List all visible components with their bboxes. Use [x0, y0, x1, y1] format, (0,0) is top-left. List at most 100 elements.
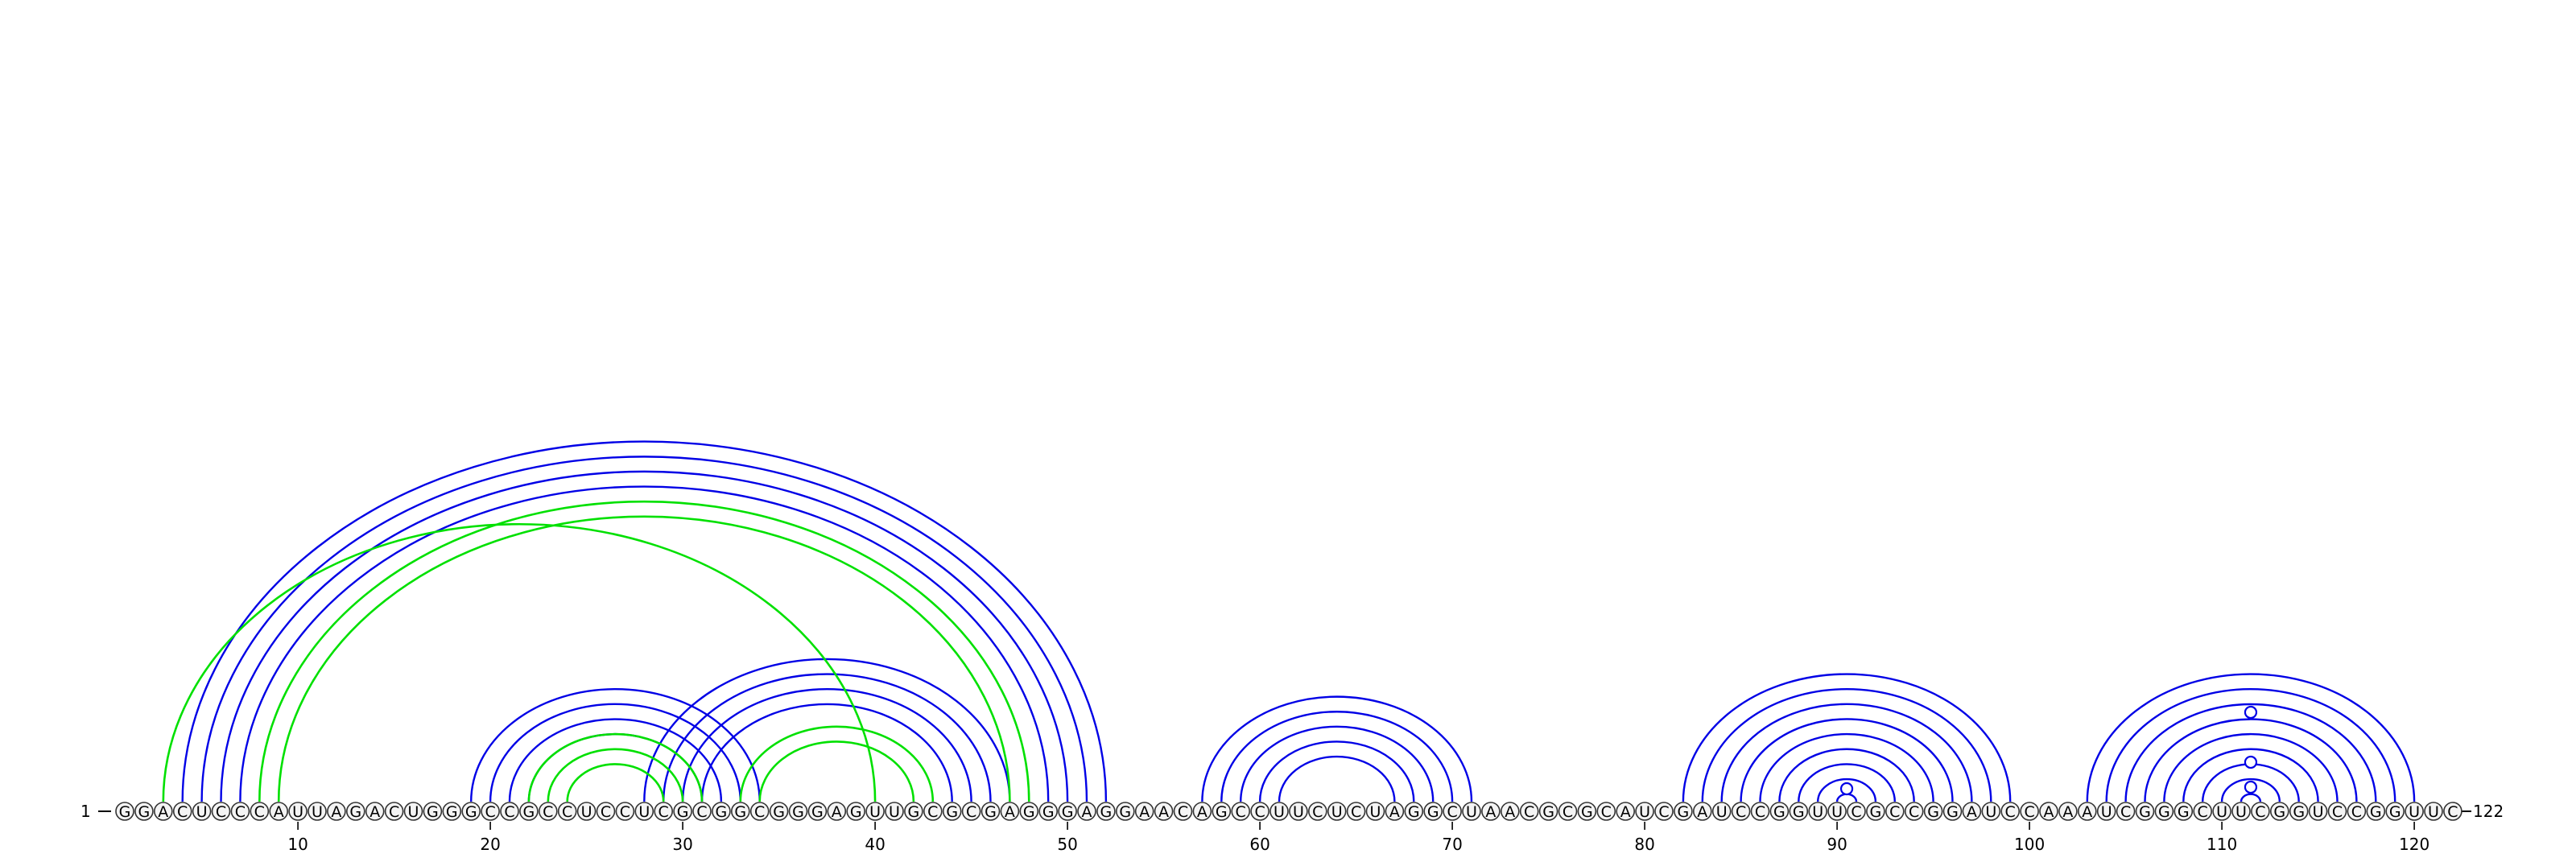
nucleotide-75: G: [1538, 802, 1558, 821]
nucleotide-letter: G: [1542, 803, 1554, 821]
nucleotide-45: C: [961, 802, 981, 821]
nucleotide-letter: A: [369, 803, 380, 821]
nucleotide-23: C: [538, 802, 558, 821]
nucleotide-81: C: [1654, 802, 1674, 821]
nucleotide-14: A: [365, 802, 385, 821]
nucleotide-57: A: [1192, 802, 1212, 821]
base-pair-arc-106-117: [2144, 718, 2358, 802]
nucleotide-circle: [2000, 802, 2020, 821]
tick-label: 60: [1249, 835, 1269, 854]
base-pair-arc-83-98: [1701, 688, 1992, 802]
nucleotide-letter: C: [927, 803, 938, 821]
nucleotide-circle: [172, 802, 192, 821]
nucleotide-letter: C: [485, 803, 495, 821]
nucleotide-circle: [885, 802, 904, 821]
nucleotide-circle: [1404, 802, 1424, 821]
nucleotide-circle: [904, 802, 923, 821]
nucleotide-letter: C: [696, 803, 707, 821]
nucleotide-letter: C: [601, 803, 611, 821]
nucleotide-letter: A: [1620, 803, 1631, 821]
nucleotide-letter: C: [1601, 803, 1612, 821]
base-pair-arc-111-112: [2240, 793, 2262, 802]
base-pair-arc-105-118: [2124, 703, 2377, 802]
base-pair-arc-5-51: [200, 456, 1088, 802]
nucleotide-26: C: [596, 802, 616, 821]
nucleotide-letter: C: [2351, 803, 2362, 821]
nucleotide-107: G: [2154, 802, 2174, 821]
nucleotide-letter: G: [138, 803, 151, 821]
alt-pair-arc-3-40: [162, 522, 877, 802]
tick-label: 100: [2014, 835, 2045, 854]
nucleotide-letter: A: [1197, 803, 1208, 821]
base-pair-arc-30-45: [681, 688, 972, 802]
nucleotide-letter: C: [2332, 803, 2343, 821]
nucleotide-120: U: [2405, 802, 2424, 821]
nucleotide-74: C: [1519, 802, 1539, 821]
nucleotide-circle: [769, 802, 789, 821]
nucleotide-letter: G: [716, 803, 728, 821]
nucleotide-letter: G: [2370, 803, 2382, 821]
nucleotide-circle: [1019, 802, 1039, 821]
nucleotide-circle: [1269, 802, 1289, 821]
alt-pair-arc-9-47: [277, 515, 1011, 802]
nucleotide-circle: [1750, 802, 1770, 821]
nucleotide-letter: A: [2062, 803, 2073, 821]
nucleotide-circle: [1231, 802, 1250, 821]
nucleotide-circle: [1308, 802, 1327, 821]
tick-label: 110: [2207, 835, 2237, 854]
nucleotide-51: A: [1077, 802, 1096, 821]
nucleotide-letter: A: [1485, 803, 1496, 821]
base-pair-arc-60-68: [1258, 740, 1415, 802]
nucleotide-circle: [1616, 802, 1635, 821]
nucleotide-letter: A: [1505, 803, 1515, 821]
nucleotide-circle: [1038, 802, 1058, 821]
base-pair-arc-88-93: [1798, 763, 1896, 802]
nucleotide-letter: G: [677, 803, 689, 821]
nucleotide-letter: C: [2120, 803, 2131, 821]
base-pair-arc-61-67: [1278, 755, 1396, 802]
tick-label: 90: [1827, 835, 1847, 854]
nucleotide-circle: [230, 802, 250, 821]
nucleotide-108: G: [2174, 802, 2194, 821]
nucleotide-88: G: [1789, 802, 1809, 821]
nucleotide-94: C: [1904, 802, 1924, 821]
nucleotide-letter: G: [1793, 803, 1805, 821]
nucleotide-circle: [1250, 802, 1269, 821]
nucleotide-circle: [1981, 802, 2001, 821]
nucleotide-70: C: [1443, 802, 1462, 821]
nucleotide-letter: C: [1889, 803, 1900, 821]
nucleotide-letter: C: [1851, 803, 1861, 821]
nucleotide-circle: [2251, 802, 2270, 821]
nucleotide-31: C: [692, 802, 712, 821]
base-pair-arc-87-94: [1778, 748, 1915, 802]
nucleotide-letter: C: [216, 803, 226, 821]
nucleotide-circle: [1192, 802, 1212, 821]
nucleotide-letter: U: [1331, 803, 1343, 821]
nucleotide-24: C: [557, 802, 577, 821]
arc-circle-marker: [2244, 755, 2258, 769]
nucleotide-110: U: [2212, 802, 2231, 821]
nucleotide-46: G: [980, 802, 1001, 821]
nucleotide-6: C: [211, 802, 231, 821]
nucleotide-circle: [250, 802, 270, 821]
nucleotide-circle: [288, 802, 308, 821]
nucleotide-33: G: [730, 802, 750, 821]
nucleotide-letter: C: [966, 803, 976, 821]
nucleotide-114: G: [2289, 802, 2309, 821]
nucleotide-68: G: [1404, 802, 1424, 821]
nucleotide-letter: U: [1466, 803, 1477, 821]
tick-label: 70: [1442, 835, 1462, 854]
nucleotide-letter: G: [1062, 803, 1074, 821]
nucleotide-letter: G: [1119, 803, 1131, 821]
nucleotide-letter: A: [2044, 803, 2054, 821]
nucleotide-circle: [2385, 802, 2405, 821]
nucleotide-106: G: [2135, 802, 2155, 821]
nucleotide-circle: [1769, 802, 1790, 821]
nucleotide-letter: G: [2293, 803, 2305, 821]
nucleotide-letter: C: [1254, 803, 1265, 821]
nucleotide-circle: [1058, 802, 1077, 821]
nucleotide-letter: A: [1082, 803, 1092, 821]
nucleotide-circle: [365, 802, 385, 821]
nucleotide-letter: G: [1427, 803, 1439, 821]
nucleotide-circle: [500, 802, 519, 821]
